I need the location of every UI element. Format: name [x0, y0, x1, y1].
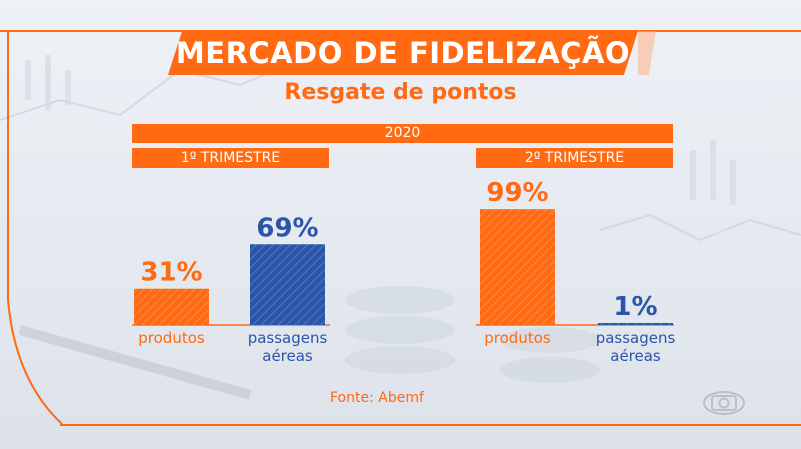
- bar-hatch: [134, 288, 209, 325]
- frame-line-left: [7, 30, 9, 300]
- source-note: Fonte: Abemf: [330, 390, 424, 406]
- bar-hatch: [250, 244, 325, 325]
- category-label: produtos: [138, 329, 205, 347]
- page-title: MERCADO DE FIDELIZAÇÃO: [168, 31, 638, 75]
- bar-hatch: [598, 323, 673, 325]
- data-label: 31%: [140, 258, 202, 288]
- chart-subtitle: Resgate de pontos: [284, 80, 517, 105]
- frame-curve: [7, 299, 63, 425]
- broadcaster-logo: [703, 391, 745, 415]
- quarter-header-2: 2º TRIMESTRE: [476, 148, 673, 168]
- category-label: aéreas: [610, 347, 661, 365]
- data-label: 69%: [256, 213, 318, 243]
- category-label: produtos: [484, 329, 551, 347]
- bar-hatch: [480, 209, 555, 325]
- data-label: 1%: [613, 292, 657, 322]
- category-label: passagens: [248, 329, 328, 347]
- category-label: passagens: [596, 329, 676, 347]
- frame-line-bottom: [60, 424, 801, 426]
- year-header: 2020: [132, 124, 673, 143]
- category-label: aéreas: [262, 347, 313, 365]
- quarter-header-1: 1º TRIMESTRE: [132, 148, 329, 168]
- data-label: 99%: [486, 178, 548, 208]
